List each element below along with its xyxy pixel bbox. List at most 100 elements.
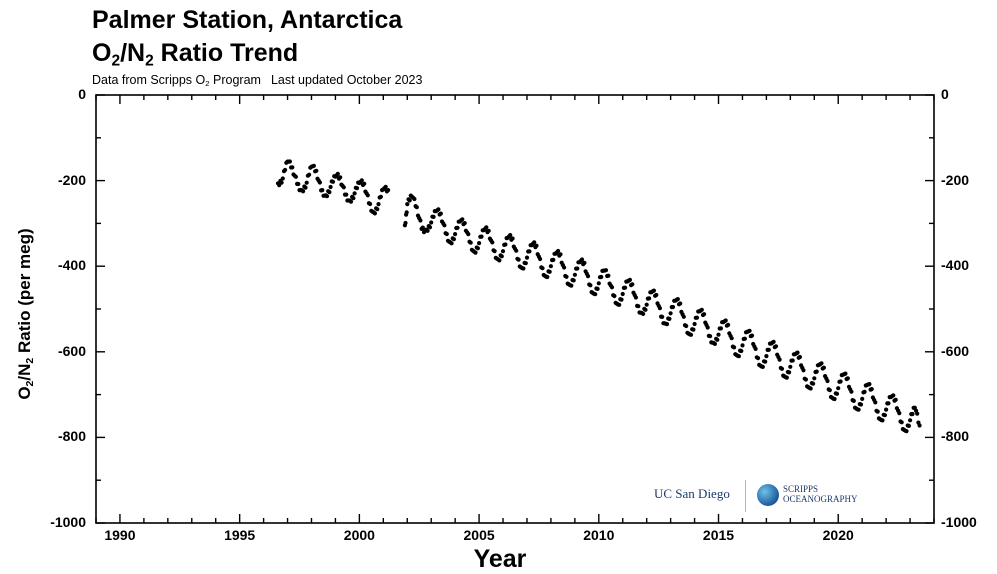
data-point	[466, 232, 471, 237]
data-point	[845, 376, 850, 381]
data-point	[891, 393, 896, 398]
data-point	[599, 274, 604, 280]
data-point	[571, 278, 576, 283]
data-point	[547, 269, 552, 274]
y-tick-label-right: -1000	[941, 514, 977, 530]
tick-marks	[95, 94, 935, 524]
data-point	[675, 297, 680, 302]
data-point	[688, 332, 694, 337]
data-point	[407, 198, 412, 203]
data-point	[718, 326, 724, 331]
data-point	[915, 411, 920, 416]
data-point	[280, 176, 285, 181]
data-point	[324, 194, 330, 199]
data-point	[843, 371, 848, 376]
data-point	[609, 285, 615, 290]
data-point	[438, 211, 443, 216]
data-point	[351, 196, 356, 201]
data-point	[521, 266, 526, 271]
data-point	[341, 185, 346, 190]
data-point	[427, 225, 433, 230]
data-point	[808, 386, 813, 391]
data-point	[451, 237, 456, 242]
data-point	[612, 293, 617, 299]
data-point	[801, 368, 806, 373]
data-point	[705, 325, 710, 330]
data-point	[311, 163, 316, 168]
data-point	[747, 328, 752, 333]
data-point	[595, 286, 600, 291]
data-point	[882, 413, 888, 418]
x-tick-label: 2005	[463, 527, 495, 543]
plot-frame	[95, 94, 935, 524]
data-point	[508, 233, 513, 238]
data-point	[606, 273, 611, 278]
data-point	[473, 250, 478, 255]
chart-subtitle: Data from Scripps O2 Program Last updated…	[92, 73, 423, 89]
data-point	[475, 246, 480, 251]
data-point	[880, 418, 885, 423]
data-point	[327, 190, 332, 195]
data-point	[740, 343, 745, 348]
data-point	[623, 285, 628, 290]
data-point	[657, 306, 663, 311]
data-point	[378, 194, 383, 199]
data-point	[764, 354, 769, 359]
data-point	[787, 370, 792, 375]
data-point	[790, 358, 795, 363]
x-tick-label: 2015	[702, 527, 735, 543]
data-point	[320, 188, 325, 193]
data-point	[585, 274, 591, 279]
data-point	[851, 398, 856, 403]
data-point	[283, 167, 288, 173]
data-point	[304, 180, 309, 185]
data-point	[386, 188, 391, 193]
data-point	[838, 379, 843, 384]
data-point	[763, 359, 768, 364]
data-point	[723, 318, 728, 323]
ucsd-logo: UC San Diego	[654, 486, 730, 501]
data-point	[897, 411, 902, 416]
y-tick-label-right: -400	[941, 257, 970, 274]
data-point	[317, 180, 322, 185]
data-point	[627, 277, 633, 282]
data-point	[425, 228, 430, 233]
x-tick-label: 1995	[224, 527, 256, 543]
data-point	[668, 311, 673, 316]
data-point	[582, 260, 587, 265]
data-point	[287, 159, 292, 164]
data-point	[303, 185, 308, 190]
data-point	[869, 387, 874, 392]
data-point	[404, 210, 409, 215]
y-tick-label-right: -200	[941, 171, 970, 188]
data-point	[660, 314, 665, 319]
data-point	[490, 240, 495, 245]
data-point	[562, 265, 567, 270]
data-point	[524, 255, 530, 260]
data-point	[771, 339, 776, 344]
data-point	[819, 361, 824, 366]
y-tick-label-left: -200	[57, 171, 86, 188]
data-point	[564, 274, 569, 279]
data-point	[328, 184, 333, 190]
data-point	[821, 365, 827, 370]
data-point	[832, 396, 837, 402]
data-point	[910, 411, 915, 417]
data-point	[779, 366, 785, 371]
data-point	[455, 225, 460, 230]
data-point	[856, 407, 861, 412]
data-point	[788, 364, 793, 369]
data-point	[691, 327, 696, 332]
data-point	[412, 196, 417, 202]
data-point	[527, 249, 532, 254]
data-point	[726, 322, 731, 327]
data-point	[593, 292, 598, 297]
data-point	[335, 171, 340, 176]
data-point	[834, 391, 840, 396]
data-point	[699, 307, 704, 312]
data-point	[484, 225, 489, 230]
data-point	[827, 388, 832, 393]
data-point	[795, 350, 800, 355]
data-point	[643, 307, 648, 312]
